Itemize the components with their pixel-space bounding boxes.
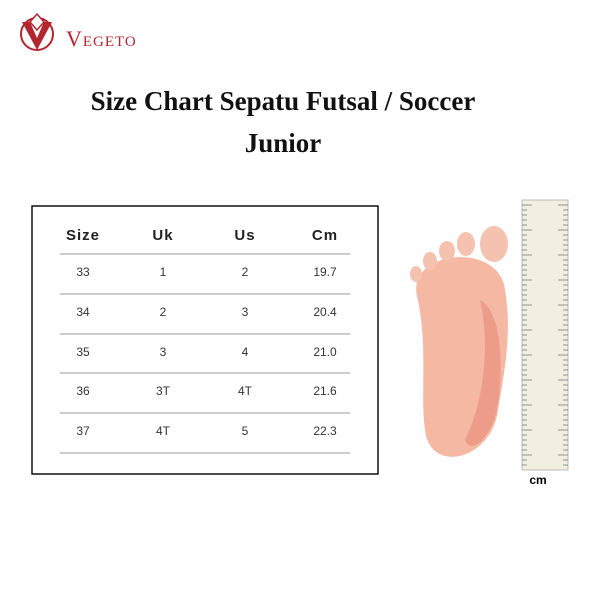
table-border	[31, 205, 379, 475]
table-cell: 4T	[238, 384, 253, 398]
ruler	[521, 199, 569, 471]
table-cell: 22.3	[313, 424, 337, 438]
table-cell: 19.7	[313, 265, 337, 279]
table-cell: 2	[242, 265, 249, 279]
table-cell: 37	[76, 424, 90, 438]
table-cell: 20.4	[313, 305, 337, 319]
foot	[410, 226, 508, 457]
table-cell: 21.6	[313, 384, 337, 398]
table-cell: 34	[76, 305, 90, 319]
table-cell: 33	[76, 265, 90, 279]
column-header: Uk	[152, 227, 173, 244]
logo	[20, 12, 54, 51]
table-cell: 3	[160, 345, 167, 359]
table-cell: 36	[76, 384, 90, 398]
title: Size Chart Sepatu Futsal / Soccer	[90, 86, 476, 116]
table-cell: 2	[160, 305, 167, 319]
brand: Vegeto	[66, 26, 137, 51]
table-cell: 1	[160, 265, 167, 279]
ruler-unit: cm	[529, 473, 546, 487]
table-cell: 4	[242, 345, 249, 359]
table-cell: 35	[76, 345, 90, 359]
column-header: Us	[234, 227, 255, 244]
column-header: Size	[66, 227, 100, 244]
table-cell: 3	[242, 305, 249, 319]
table-cell: 21.0	[313, 345, 337, 359]
table-cell: 4T	[156, 424, 171, 438]
table-cell: 5	[242, 424, 249, 438]
table-cell: 3T	[156, 384, 171, 398]
column-header: Cm	[312, 227, 338, 244]
title: Junior	[244, 128, 322, 158]
